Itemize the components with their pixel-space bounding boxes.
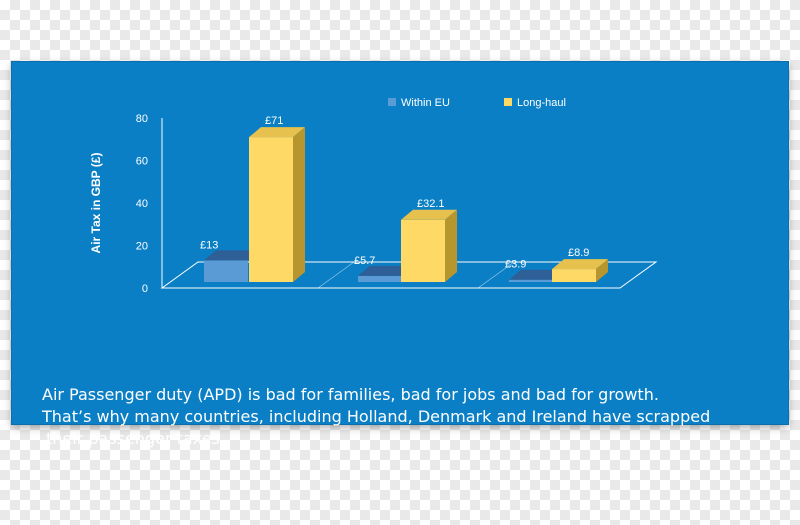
bar-long-haul-top	[552, 259, 608, 270]
chart-floor	[160, 261, 658, 289]
caption: Air Passenger duty (APD) is bad for fami…	[42, 384, 782, 450]
bar-long-haul-top	[401, 209, 457, 220]
y-tick-label: 20	[136, 241, 148, 253]
caption-line-2: That’s why many countries, including Hol…	[42, 407, 711, 426]
y-tick-label: 40	[136, 198, 148, 210]
legend-label-long-haul: Long-haul	[517, 97, 566, 109]
bar-long-haul	[401, 219, 445, 282]
floor-divider	[477, 261, 515, 289]
data-label-within-eu: £5.7	[354, 255, 375, 267]
bar-long-haul	[552, 269, 596, 282]
data-label-within-eu: £13	[200, 239, 218, 251]
y-tick-label: 0	[142, 283, 148, 295]
legend-swatch-within-eu	[388, 98, 396, 106]
bar-chart: 0 20 40 60 80 Air Tax in GBP (£) £13 £71 £5.7 £32…	[89, 97, 658, 295]
data-label-long-haul: £71	[265, 115, 283, 127]
caption-line-1: Air Passenger duty (APD) is bad for fami…	[42, 385, 659, 404]
legend-swatch-long-haul	[504, 98, 512, 106]
legend-label-within-eu: Within EU	[401, 97, 450, 109]
bar-within-eu-top	[509, 269, 565, 280]
y-tick-label: 80	[136, 113, 148, 125]
data-label-long-haul: £8.9	[568, 247, 589, 259]
bar-within-eu	[358, 275, 402, 282]
bar-long-haul-side	[293, 127, 305, 282]
bar-within-eu-top	[204, 250, 260, 261]
bar-long-haul-top	[249, 127, 305, 138]
caption-line-3: their passenger taxes	[46, 429, 220, 448]
bar-within-eu-top	[358, 265, 414, 276]
y-axis-label: Air Tax in GBP (£)	[89, 153, 103, 254]
bar-long-haul-side	[445, 209, 457, 282]
bar-long-haul	[249, 137, 293, 282]
chart-panel: 0 20 40 60 80 Air Tax in GBP (£) £13 £71 £5.7 £32…	[12, 62, 788, 448]
bar-within-eu	[204, 260, 248, 282]
floor-divider	[317, 261, 355, 289]
data-label-long-haul: £32.1	[417, 198, 445, 210]
y-tick-label: 60	[136, 156, 148, 168]
bar-long-haul-side	[596, 259, 608, 282]
data-label-within-eu: £3.9	[505, 259, 526, 271]
bar-within-eu	[509, 279, 553, 282]
